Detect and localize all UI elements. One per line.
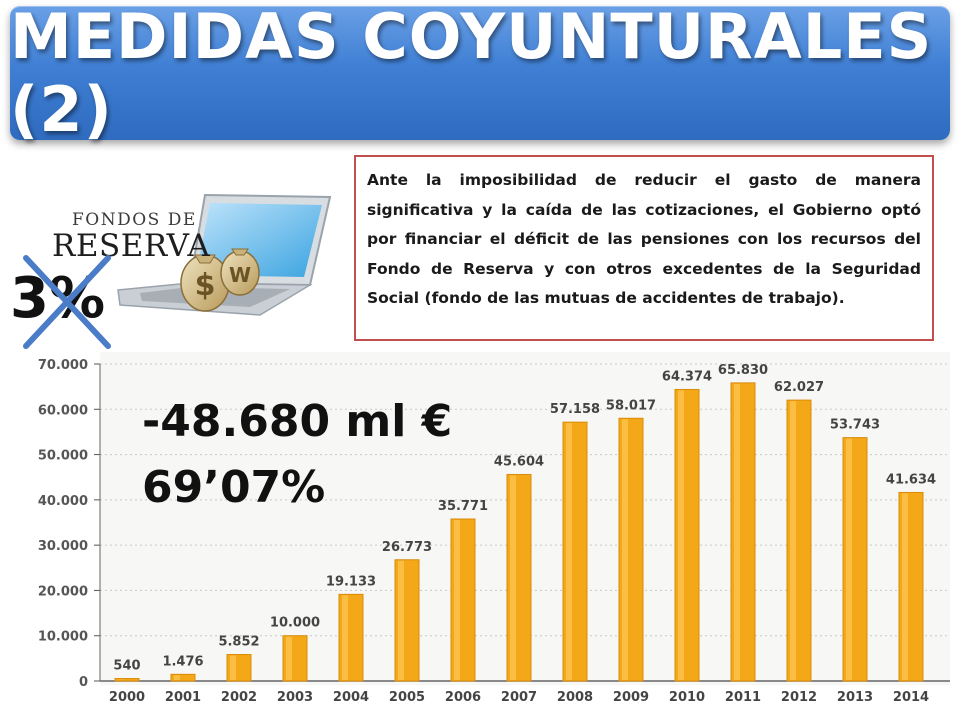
x-tick-label: 2005	[389, 690, 425, 705]
data-label: 57.158	[550, 402, 600, 417]
data-label: 53.743	[830, 418, 880, 433]
highlight-amount: -48.680 ml €	[142, 396, 453, 447]
x-tick-label: 2013	[837, 690, 873, 705]
bar-highlight	[230, 655, 236, 680]
logo-line1: FONDOS DE	[72, 210, 197, 230]
bar-highlight	[790, 401, 796, 680]
x-tick-label: 2004	[333, 690, 369, 705]
bar-highlight	[734, 383, 740, 680]
y-tick-label: 0	[79, 675, 88, 690]
x-tick-label: 2014	[893, 690, 929, 705]
y-tick-label: 40.000	[38, 494, 88, 509]
y-tick-label: 70.000	[38, 358, 88, 373]
x-tick-label: 2003	[277, 690, 313, 705]
fondos-de-reserva-logo: FONDOS DE RESERVA	[52, 210, 211, 270]
x-tick-label: 2011	[725, 690, 761, 705]
bar-highlight	[622, 419, 628, 680]
bar-highlight	[342, 595, 348, 680]
crossed-out-percentage: 3%	[8, 252, 118, 352]
bar-highlight	[566, 423, 572, 680]
data-label: 26.773	[382, 540, 432, 555]
x-tick-label: 2001	[165, 690, 201, 705]
bar-highlight	[510, 475, 516, 680]
page-title: MEDIDAS COYUNTURALES (2)	[10, 0, 933, 146]
data-label: 62.027	[774, 380, 824, 395]
data-label: 19.133	[326, 574, 376, 589]
x-tick-label: 2002	[221, 690, 257, 705]
data-label: 10.000	[270, 616, 320, 631]
x-tick-label: 2007	[501, 690, 537, 705]
bar-highlight	[398, 560, 404, 680]
x-tick-label: 2010	[669, 690, 705, 705]
x-tick-label: 2009	[613, 690, 649, 705]
y-tick-label: 30.000	[38, 539, 88, 554]
data-label: 64.374	[662, 369, 712, 384]
y-tick-label: 60.000	[38, 403, 88, 418]
highlight-percent: 69’07%	[142, 462, 326, 513]
title-bar: MEDIDAS COYUNTURALES (2)	[10, 0, 950, 146]
bar-highlight	[678, 390, 684, 680]
laptop-money-icon: $ W	[110, 185, 340, 325]
data-label: 65.830	[718, 363, 768, 378]
x-tick-label: 2008	[557, 690, 593, 705]
bar-highlight	[902, 493, 908, 680]
svg-text:W: W	[229, 263, 251, 287]
y-tick-label: 10.000	[38, 630, 88, 645]
x-tick-label: 2000	[109, 690, 145, 705]
data-label: 58.017	[606, 398, 656, 413]
bar-highlight	[174, 675, 180, 680]
bar-highlight	[454, 520, 460, 680]
data-label: 540	[113, 659, 140, 674]
data-label: 5.852	[218, 634, 259, 649]
y-tick-label: 50.000	[38, 449, 88, 464]
info-box: Ante la imposibilidad de reducir el gast…	[354, 155, 934, 341]
data-label: 1.476	[162, 654, 203, 669]
y-tick-label: 20.000	[38, 584, 88, 599]
x-tick-label: 2006	[445, 690, 481, 705]
info-text: Ante la imposibilidad de reducir el gast…	[367, 171, 921, 307]
data-label: 41.634	[886, 472, 936, 487]
x-tick-label: 2012	[781, 690, 817, 705]
data-label: 35.771	[438, 499, 488, 514]
pension-reserve-bar-chart: 0 10.000 20.000 30.000 40.000 50.000 60.000 70.…	[38, 352, 950, 705]
bar	[114, 678, 140, 682]
bar-highlight	[286, 636, 292, 680]
bar	[170, 673, 196, 682]
bar-highlight	[846, 438, 852, 680]
cross-out-icon	[23, 255, 111, 349]
logo-line2: RESERVA	[52, 228, 211, 264]
svg-text:$: $	[195, 268, 216, 303]
data-label: 45.604	[494, 454, 544, 469]
